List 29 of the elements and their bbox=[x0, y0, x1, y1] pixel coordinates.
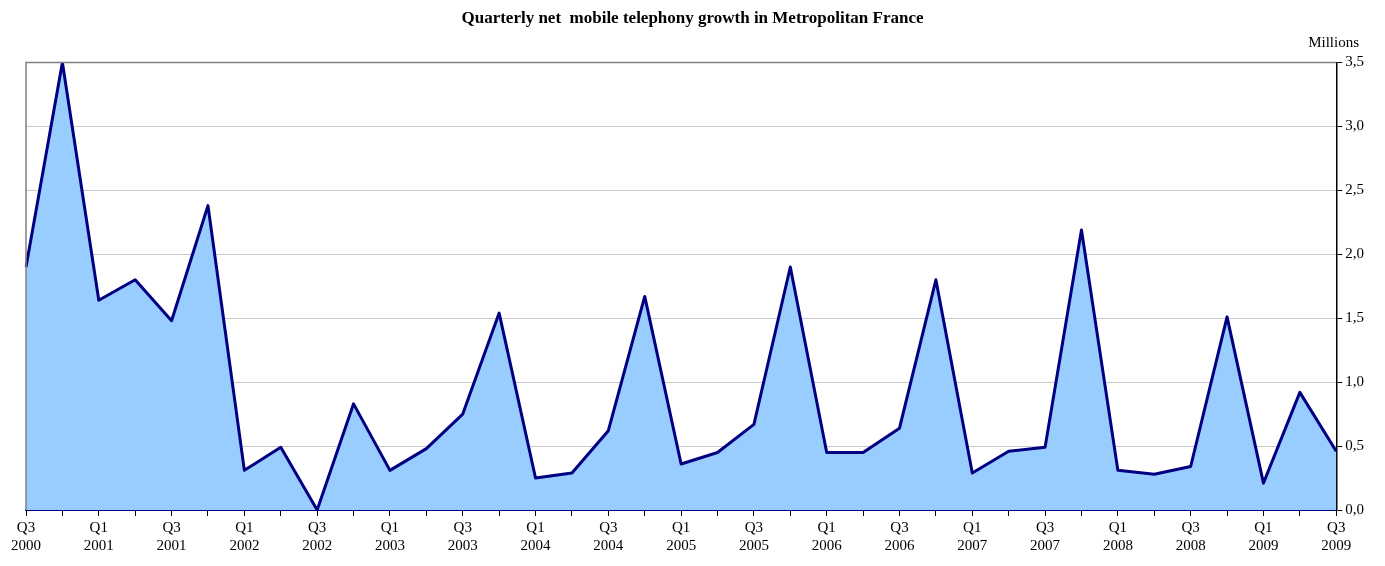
x-tick-label: Q1 2009 bbox=[1248, 518, 1279, 553]
x-tick-label: Q1 2004 bbox=[520, 518, 552, 553]
x-tick-label: Q3 2006 bbox=[884, 518, 915, 553]
x-tick-label: Q1 2005 bbox=[666, 518, 697, 553]
x-tick-label: Q1 2008 bbox=[1102, 518, 1133, 553]
x-tick-label: Q3 2008 bbox=[1175, 518, 1206, 553]
y-axis-title: Millions bbox=[1308, 33, 1360, 50]
y-tick-label: 1,5 bbox=[1345, 309, 1364, 326]
x-tick-label: Q3 2001 bbox=[156, 518, 187, 553]
x-tick-label: Q1 2007 bbox=[957, 518, 988, 553]
x-tick-label: Q3 2005 bbox=[738, 518, 769, 553]
x-tick-label: Q1 2001 bbox=[83, 518, 114, 553]
y-tick-label: 0,5 bbox=[1345, 436, 1364, 453]
x-tick-label: Q1 2006 bbox=[811, 518, 843, 553]
y-tick-label: 2,0 bbox=[1345, 245, 1364, 262]
x-tick-label: Q3 2004 bbox=[593, 518, 624, 553]
x-tick-label: Q3 2009 bbox=[1321, 518, 1352, 553]
x-tick-label: Q3 2002 bbox=[302, 518, 333, 553]
y-tick-label: 0,0 bbox=[1345, 500, 1364, 517]
y-tick-label: 3,5 bbox=[1345, 53, 1364, 70]
x-tick-label: Q3 2007 bbox=[1030, 518, 1061, 553]
y-tick-label: 2,5 bbox=[1345, 181, 1364, 198]
x-tick-label: Q3 2000 bbox=[11, 518, 41, 553]
x-tick-label: Q1 2003 bbox=[374, 518, 405, 553]
x-tick-label: Q1 2002 bbox=[229, 518, 260, 553]
y-tick-label: 3,0 bbox=[1345, 117, 1364, 134]
y-tick-label: 1,0 bbox=[1345, 373, 1364, 390]
chart-title: Quarterly net mobile telephony growth in Metropolitan France bbox=[461, 7, 924, 27]
x-tick-label: Q3 2003 bbox=[447, 518, 478, 553]
